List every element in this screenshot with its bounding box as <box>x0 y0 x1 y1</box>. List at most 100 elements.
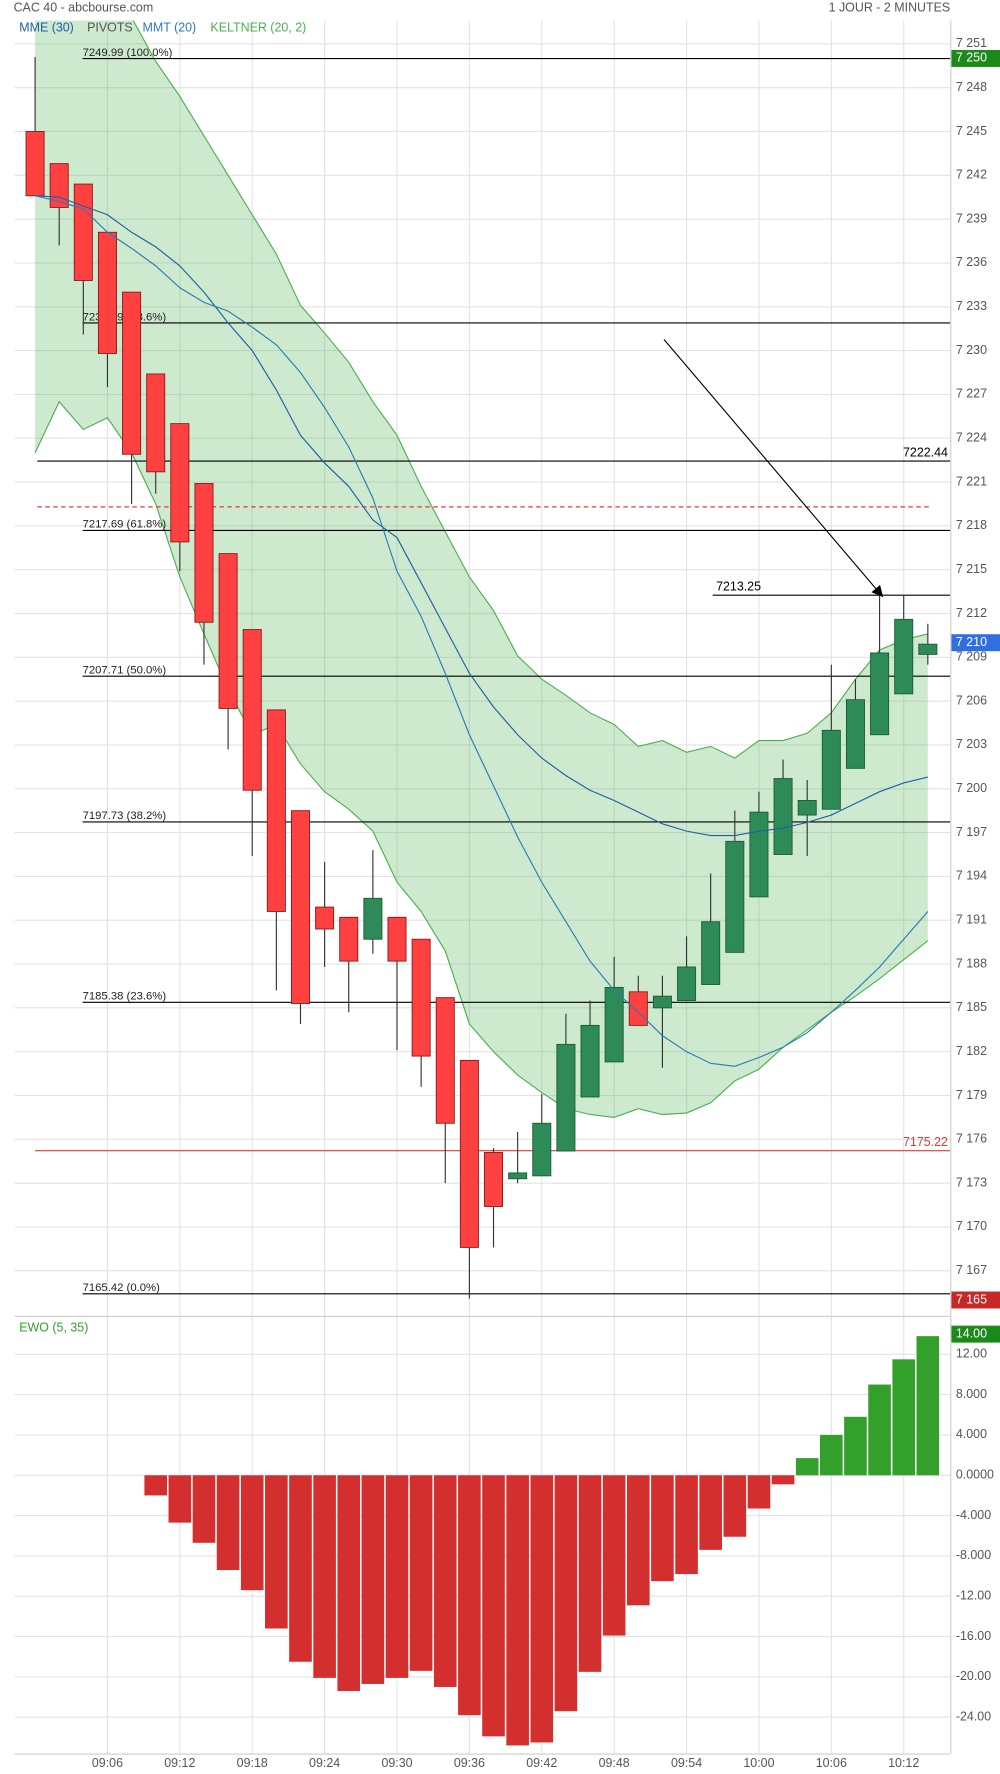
candle-body <box>387 916 407 962</box>
candle-body <box>797 800 817 816</box>
y-tick-label: 7 212 <box>956 606 987 620</box>
y-tick-label: 0.0000 <box>956 1468 994 1482</box>
bar <box>265 1475 288 1629</box>
legend-entry: MMT (20) <box>143 21 197 35</box>
bar <box>747 1475 771 1509</box>
bar <box>868 1384 891 1476</box>
x-tick-label: 09:36 <box>454 1756 485 1770</box>
candle-body <box>604 986 624 1063</box>
candle-body <box>170 423 190 543</box>
candle-body <box>918 643 938 655</box>
y-tick-label: 7 185 <box>956 1000 987 1014</box>
x-tick-label: 10:00 <box>743 1756 774 1770</box>
pivot-label: 7207.71 (50.0%) <box>83 664 167 676</box>
y-tick-label: -24.00 <box>956 1710 991 1724</box>
bar <box>699 1475 722 1550</box>
main-plot: 7249.99 (100.0%)7231.89 (78.6%)7217.69 (… <box>25 20 951 1299</box>
value-badge <box>951 1325 1000 1343</box>
y-tick-label: 7 239 <box>956 211 987 225</box>
legend-entry: PIVOTS <box>87 21 133 35</box>
bar <box>771 1475 795 1485</box>
bar <box>385 1475 409 1678</box>
bar <box>458 1475 481 1716</box>
legend-entry: MME (30) <box>19 21 74 35</box>
moving-average <box>35 195 928 837</box>
y-tick-label: 4.000 <box>956 1427 987 1441</box>
axis-layer: 7 251 7 248 7 245 7 242 7 239 7 236 7 233 7 230… <box>19 21 1000 1770</box>
bar <box>723 1475 747 1537</box>
bar <box>626 1475 650 1606</box>
y-tick-label: 7 197 <box>956 825 987 839</box>
candle-body <box>701 921 721 985</box>
pivot-label: 7185.38 (23.6%) <box>83 991 167 1003</box>
candle-body <box>484 1152 504 1207</box>
pivot-label: 7249.99 (100.0%) <box>83 47 173 59</box>
candle-body <box>194 483 214 623</box>
candle-body <box>49 163 69 208</box>
bar <box>409 1475 433 1671</box>
candle-body <box>315 906 335 930</box>
bar <box>602 1475 626 1636</box>
candle-body <box>556 1043 576 1152</box>
y-tick-label: -4.000 <box>956 1508 991 1522</box>
level-label: 7222.44 <box>903 445 948 459</box>
y-tick-label: 7 179 <box>956 1088 987 1102</box>
moving-average <box>34 195 929 1067</box>
x-tick-label: 09:30 <box>381 1756 412 1770</box>
pivot-label: 7217.69 (61.8%) <box>83 519 167 531</box>
candle-body <box>677 966 697 1002</box>
y-tick-label: 7 215 <box>956 562 987 576</box>
candle-body <box>749 811 769 898</box>
y-tick-label: 7 173 <box>956 1175 987 1189</box>
y-tick-label: 7 167 <box>956 1263 987 1277</box>
x-tick-label: 09:06 <box>92 1756 123 1770</box>
candle-body <box>580 1024 600 1098</box>
y-tick-label: -12.00 <box>956 1589 991 1603</box>
level-label: 7213.25 <box>716 580 761 594</box>
x-tick-label: 09:48 <box>599 1756 630 1770</box>
y-tick-label: 7 233 <box>956 299 987 313</box>
candle-body <box>290 810 310 1004</box>
y-tick-label: 7 182 <box>956 1044 987 1058</box>
bar <box>433 1475 457 1687</box>
candle-body <box>363 897 383 940</box>
y-tick-label: -16.00 <box>956 1629 991 1643</box>
y-tick-label: 7 206 <box>956 693 987 707</box>
annotation-arrow <box>663 339 884 598</box>
y-tick-label: -8.000 <box>956 1548 991 1562</box>
x-tick-label: 10:06 <box>816 1756 847 1770</box>
chart-subtitle: 1 JOUR - 2 MINUTES <box>829 0 951 14</box>
y-tick-label: 7 191 <box>956 913 987 927</box>
price-badge <box>951 634 1000 652</box>
grid-layer <box>14 20 951 1754</box>
y-tick-label: -20.00 <box>956 1669 991 1683</box>
candle-body <box>508 1172 528 1180</box>
candle-body <box>73 183 93 281</box>
y-tick-label: 7 236 <box>956 255 987 269</box>
x-tick-label: 09:24 <box>309 1756 340 1770</box>
y-tick-label: 7 200 <box>956 781 987 795</box>
bar <box>240 1475 264 1591</box>
bar <box>168 1475 192 1523</box>
bar <box>554 1475 578 1712</box>
y-tick-label: 8.000 <box>956 1387 987 1401</box>
price-badge-label: 7 250 <box>956 51 987 65</box>
candle-body <box>870 652 890 736</box>
candle-body <box>25 131 45 197</box>
y-tick-label: 7 230 <box>956 343 987 357</box>
candle-body <box>122 291 142 455</box>
bar <box>820 1434 843 1476</box>
ewo-plot <box>144 1336 940 1746</box>
bar <box>482 1475 505 1737</box>
candle-body <box>242 629 262 791</box>
candle-body <box>218 553 238 709</box>
keltner-upper <box>132 20 928 759</box>
panel-title: EWO (5, 35) <box>19 1320 88 1334</box>
bar <box>144 1475 168 1496</box>
y-tick-label: 7 194 <box>956 869 987 883</box>
candle-body <box>845 699 865 769</box>
y-tick-label: 7 224 <box>956 431 987 445</box>
candle-body <box>652 995 672 1009</box>
